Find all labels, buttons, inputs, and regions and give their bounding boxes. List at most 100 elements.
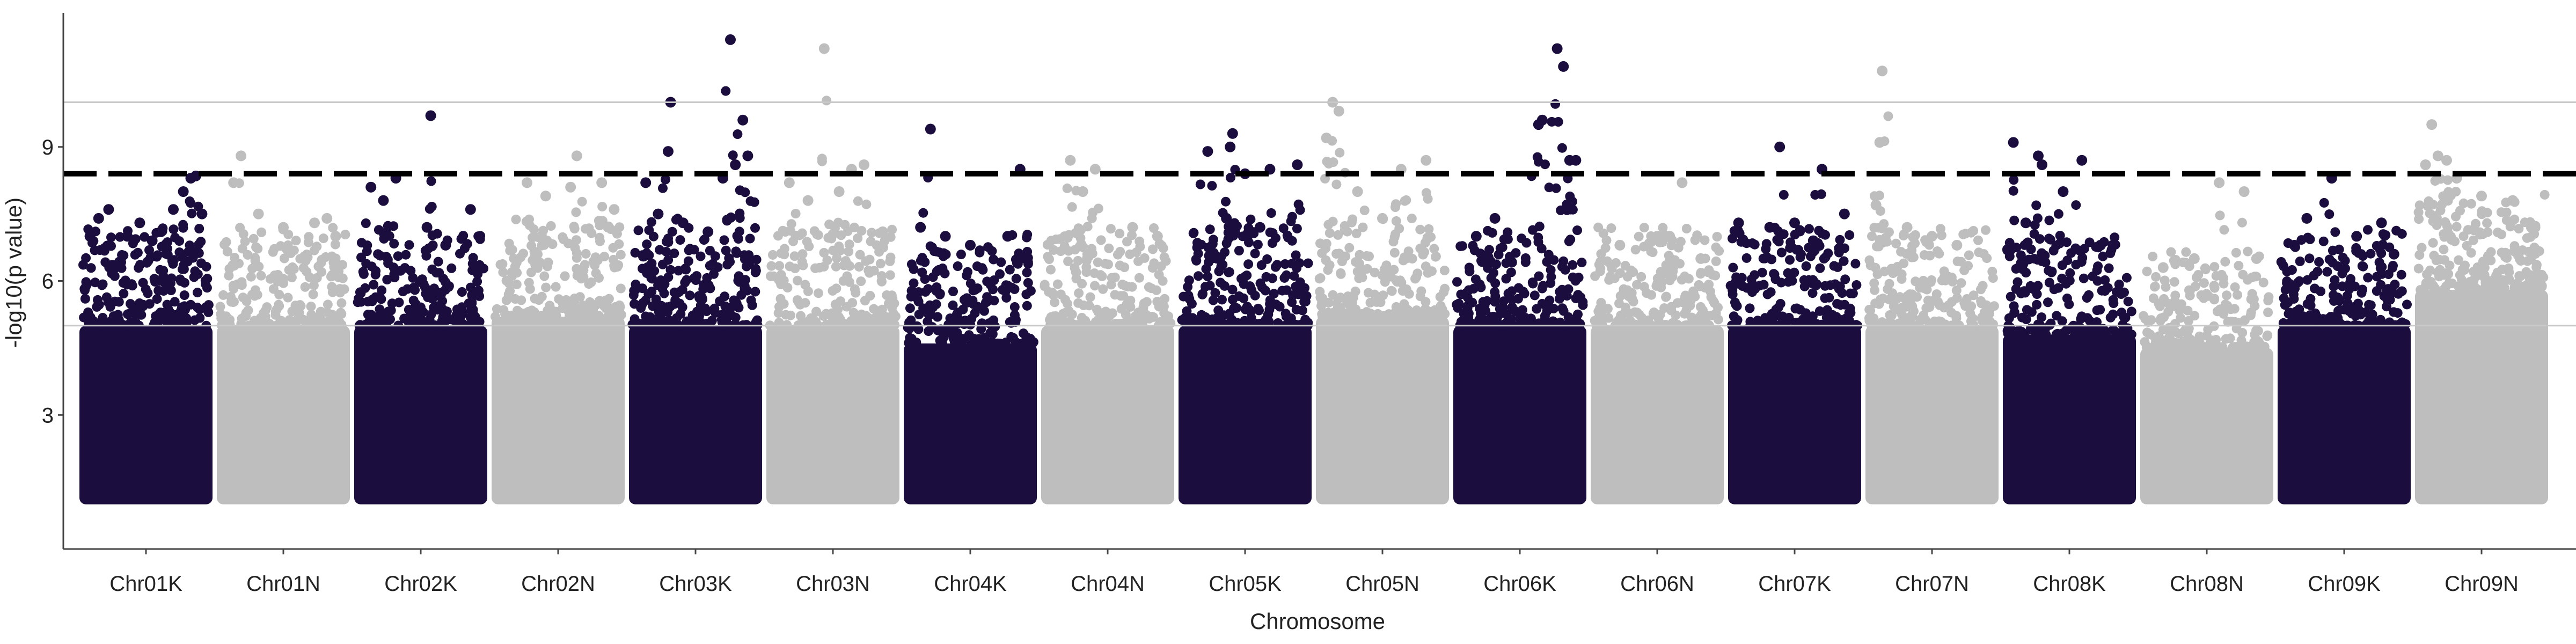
snp-point	[2199, 278, 2209, 288]
snp-point	[1388, 237, 1399, 247]
snp-point	[938, 338, 947, 348]
snp-point	[1420, 238, 1430, 248]
snp-point	[162, 299, 172, 310]
snp-point	[384, 231, 394, 241]
snp-point	[1630, 245, 1641, 255]
snp-point	[2220, 257, 2230, 267]
peak-point	[1421, 155, 1432, 166]
x-tick-label: Chr01K	[109, 572, 182, 596]
snp-point	[1125, 302, 1136, 312]
snp-point	[331, 315, 341, 325]
snp-point	[1981, 225, 1990, 235]
snp-point	[1632, 280, 1642, 290]
peak-point	[1764, 222, 1775, 233]
snp-point	[369, 280, 379, 290]
snp-point	[1318, 294, 1328, 303]
peak-point	[1664, 231, 1675, 242]
snp-point	[879, 243, 888, 253]
snp-point	[1280, 259, 1290, 269]
snp-point	[195, 304, 205, 314]
snp-point	[1839, 256, 1849, 266]
snp-point	[1784, 315, 1794, 325]
snp-point	[1093, 257, 1103, 267]
snp-point	[1658, 223, 1668, 233]
snp-point	[386, 305, 396, 316]
snp-point	[2055, 231, 2065, 240]
snp-point	[987, 316, 998, 326]
snp-point	[1979, 308, 1989, 317]
snp-point	[2107, 240, 2118, 250]
snp-point	[1692, 316, 1702, 326]
snp-point	[2414, 200, 2425, 210]
band-body	[904, 343, 1037, 504]
snp-point	[2334, 296, 2345, 306]
snp-point	[1960, 229, 1971, 239]
snp-point	[2183, 305, 2193, 316]
snp-point	[1540, 159, 1550, 170]
snp-point	[1982, 253, 1992, 264]
chromosome-band-chr03n	[765, 43, 901, 504]
snp-point	[2031, 200, 2041, 210]
snp-point	[1125, 249, 1135, 259]
peak-point	[1733, 217, 1744, 229]
snp-point	[1089, 268, 1100, 279]
snp-point	[1602, 304, 1613, 314]
snp-point	[2383, 319, 2392, 330]
snp-point	[1343, 309, 1353, 319]
snp-point	[1504, 319, 1514, 329]
snp-point	[819, 247, 829, 258]
chromosome-band-chr01k	[78, 170, 214, 504]
snp-point	[1804, 224, 1814, 234]
snp-point	[1791, 245, 1802, 255]
snp-point	[2526, 232, 2536, 242]
snp-point	[2363, 273, 2373, 283]
snp-point	[694, 293, 705, 303]
peak-point	[236, 150, 247, 162]
snp-point	[584, 223, 594, 233]
snp-point	[1678, 297, 1688, 308]
snp-point	[965, 279, 976, 289]
snp-point	[1946, 308, 1957, 318]
snp-point	[2432, 213, 2442, 223]
snp-point	[273, 276, 283, 287]
peak-point	[1570, 155, 1582, 166]
snp-point	[1453, 303, 1463, 313]
snp-point	[1255, 278, 1265, 288]
snp-point	[1455, 241, 1466, 251]
snp-point	[287, 273, 297, 283]
snp-point	[1391, 216, 1401, 226]
snp-point	[853, 233, 863, 243]
snp-point	[590, 310, 601, 320]
band-body	[766, 325, 899, 504]
snp-point	[2305, 234, 2315, 244]
snp-point	[779, 299, 789, 309]
snp-point	[309, 280, 319, 290]
peak-point	[196, 208, 208, 219]
snp-point	[1005, 317, 1015, 327]
snp-point	[786, 219, 796, 229]
peak-point	[540, 191, 551, 202]
snp-point	[406, 266, 416, 276]
snp-point	[1197, 289, 1208, 299]
snp-point	[795, 299, 805, 310]
snp-point	[2142, 266, 2152, 276]
snp-point	[646, 217, 656, 227]
snp-point	[504, 238, 514, 248]
snp-point	[1560, 265, 1570, 275]
snp-point	[1208, 235, 1218, 245]
peak-point	[1333, 106, 1344, 117]
snp-point	[1540, 311, 1550, 321]
snp-point	[119, 250, 129, 260]
snp-point	[2017, 312, 2027, 323]
peak-point	[925, 123, 936, 135]
snp-point	[2092, 276, 2103, 286]
snp-point	[302, 267, 312, 277]
snp-point	[950, 338, 960, 348]
snp-point	[375, 306, 385, 316]
snp-point	[2372, 286, 2382, 296]
snp-point	[84, 319, 94, 329]
snp-point	[226, 291, 236, 302]
snp-point	[1134, 273, 1144, 283]
snp-point	[375, 316, 385, 325]
snp-point	[511, 214, 521, 224]
